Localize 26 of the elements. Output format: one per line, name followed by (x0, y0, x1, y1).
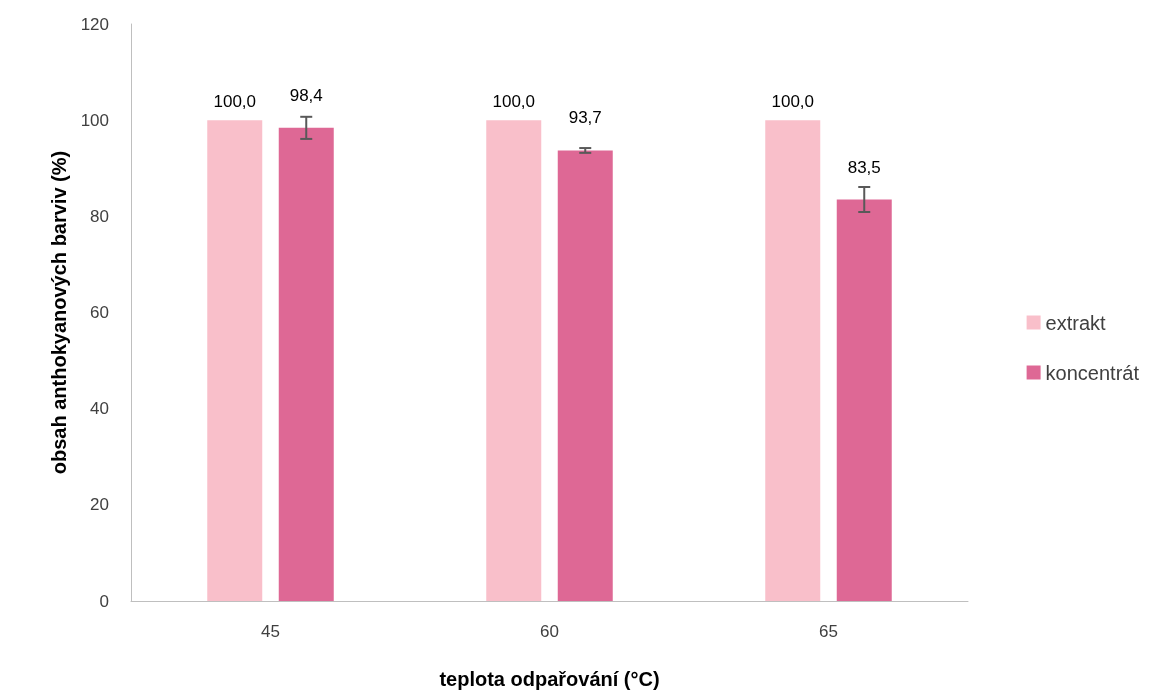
bar (557, 150, 613, 601)
x-tick-label: 45 (261, 622, 280, 641)
y-tick-label: 0 (99, 591, 109, 611)
y-tick-label: 100 (80, 110, 109, 130)
y-tick-label: 80 (90, 206, 109, 226)
bar (836, 199, 892, 601)
data-label: 83,5 (847, 157, 881, 177)
y-tick-label: 40 (90, 399, 109, 419)
bar (278, 127, 334, 601)
y-axis-title: obsah anthokyanových barviv (%) (48, 150, 70, 475)
bar (486, 120, 542, 601)
x-tick-label: 60 (540, 622, 559, 641)
bar (207, 120, 263, 601)
x-tick-label: 65 (819, 622, 838, 641)
legend-label: koncentrát (1045, 361, 1140, 384)
y-tick-label: 60 (90, 303, 109, 322)
data-label: 100,0 (213, 92, 257, 112)
data-label: 100,0 (771, 92, 815, 112)
data-label: 98,4 (289, 85, 323, 105)
data-label: 93,7 (568, 108, 602, 128)
y-tick-label: 20 (90, 495, 109, 515)
data-label: 100,0 (492, 92, 536, 112)
legend-label: extrakt (1045, 311, 1107, 334)
x-axis-title: teplota odpařování (°C) (439, 668, 660, 690)
bar (765, 120, 821, 601)
y-tick-label: 120 (80, 14, 109, 34)
